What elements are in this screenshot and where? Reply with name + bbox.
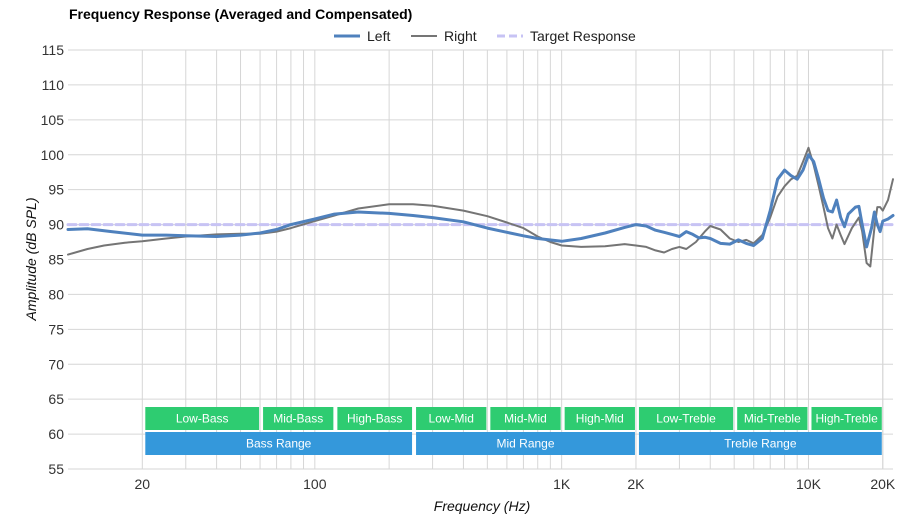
x-tick-label: 1K — [553, 476, 571, 492]
band-label: High-Mid — [576, 412, 624, 426]
band-box — [145, 407, 260, 430]
band-box — [490, 407, 561, 430]
series-right-line — [67, 146, 894, 268]
band-label: High-Treble — [816, 412, 879, 426]
band-box — [811, 407, 882, 430]
y-tick-label: 85 — [48, 252, 64, 268]
x-axis-title: Frequency (Hz) — [434, 498, 530, 514]
legend-label-right: Right — [444, 28, 477, 44]
range-label: Bass Range — [246, 437, 312, 451]
band-label: Low-Treble — [656, 412, 716, 426]
band-label: Mid-Mid — [504, 412, 547, 426]
legend-label-left: Left — [367, 28, 390, 44]
chart-title: Frequency Response (Averaged and Compens… — [69, 6, 412, 22]
band-box — [737, 407, 808, 430]
y-tick-label: 65 — [48, 391, 64, 407]
y-axis-title: Amplitude (dB SPL) — [23, 198, 39, 322]
x-tick-label: 10K — [796, 476, 822, 492]
series-left-line — [66, 153, 895, 249]
band-label: Low-Bass — [176, 412, 229, 426]
range-box — [638, 432, 882, 455]
range-box — [416, 432, 635, 455]
y-tick-label: 75 — [48, 321, 64, 337]
legend-item-left: Left — [334, 28, 390, 44]
band-box — [416, 407, 487, 430]
x-tick-label: 100 — [303, 476, 327, 492]
x-tick-label: 20K — [870, 476, 896, 492]
band-label: Mid-Bass — [273, 412, 323, 426]
band-label: Mid-Treble — [744, 412, 801, 426]
y-tick-label: 110 — [42, 77, 65, 93]
range-label: Mid Range — [496, 437, 554, 451]
band-label: High-Bass — [347, 412, 402, 426]
legend-item-right: Right — [411, 28, 477, 44]
y-axis-ticks: 55 60 65 70 75 80 85 90 95 100 105 110 115 — [41, 42, 65, 477]
y-tick-label: 55 — [48, 461, 64, 477]
y-tick-label: 105 — [41, 112, 65, 128]
legend: Left Right Target Response — [334, 28, 636, 44]
legend-item-target: Target Response — [497, 28, 636, 44]
x-tick-label: 20 — [135, 476, 151, 492]
band-box — [263, 407, 334, 430]
legend-label-target: Target Response — [530, 28, 636, 44]
y-tick-label: 95 — [48, 182, 64, 198]
y-tick-label: 70 — [48, 356, 64, 372]
band-label: Low-Mid — [429, 412, 474, 426]
band-box — [564, 407, 635, 430]
y-tick-label: 100 — [41, 147, 65, 163]
series-lines — [66, 146, 895, 268]
range-box — [145, 432, 413, 455]
y-tick-label: 115 — [42, 42, 65, 58]
y-tick-label: 60 — [48, 426, 64, 442]
band-box — [337, 407, 413, 430]
grid — [68, 49, 893, 470]
frequency-bands: Low-Bass Mid-Bass High-Bass Low-Mid Mid-Mid H… — [145, 407, 882, 455]
y-tick-label: 90 — [48, 217, 64, 233]
range-label: Treble Range — [724, 437, 797, 451]
x-tick-label: 2K — [627, 476, 645, 492]
y-tick-label: 80 — [48, 286, 64, 302]
x-axis-ticks: 20 100 1K 2K 10K 20K — [135, 476, 896, 492]
band-box — [638, 407, 734, 430]
